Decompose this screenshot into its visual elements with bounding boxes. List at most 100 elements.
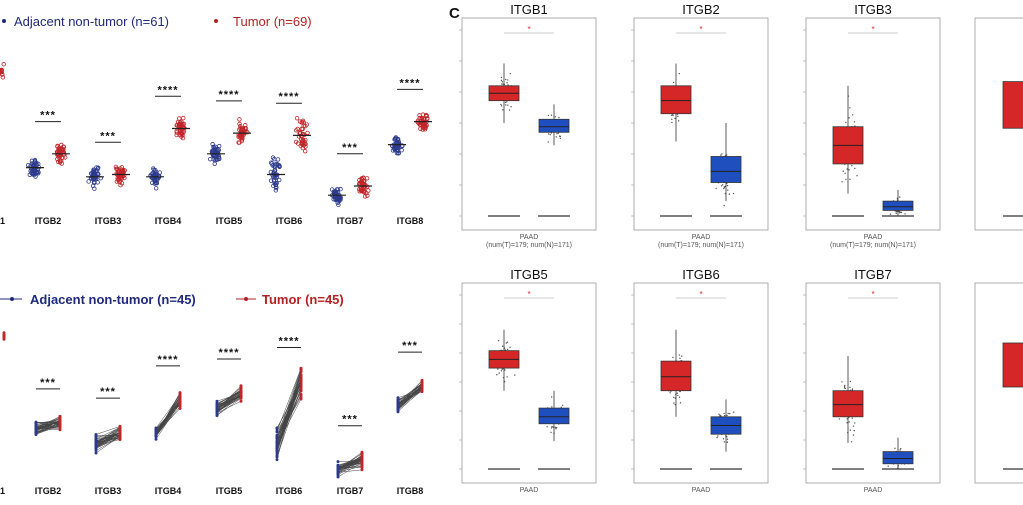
x-axis-label: PAAD	[864, 487, 883, 494]
point-tumor	[300, 380, 303, 383]
jitter-point-normal	[716, 437, 717, 438]
x-tick-label: ITGB4	[155, 486, 182, 496]
box-tumor-partial	[1003, 343, 1023, 387]
box-tumor-partial	[1003, 82, 1023, 129]
x-axis-sublabel: (num(T)=179; num(N)=171)	[486, 242, 572, 249]
boxplot-panel: ITGB6*PAAD	[631, 267, 768, 494]
boxplot-panel: ITGB5*PAAD	[459, 267, 596, 494]
pair-line	[156, 404, 180, 436]
jitter-point-normal	[722, 184, 723, 185]
boxplot-title: ITGB2	[682, 2, 720, 17]
jitter-point-normal	[556, 133, 557, 134]
jitter-point-normal	[551, 114, 552, 115]
jitter-point-tumor	[509, 109, 510, 110]
jitter-point-normal	[720, 154, 721, 155]
pair-line	[277, 380, 301, 445]
point-tumor	[361, 451, 364, 454]
jitter-point-tumor	[841, 381, 842, 382]
point-tumor	[303, 149, 307, 153]
legend-normal-bottom: Adjacent non-tumor (n=45)	[30, 292, 196, 307]
jitter-point-tumor	[681, 355, 682, 356]
x-tick-label: ITGB5	[216, 216, 243, 226]
jitter-point-normal	[729, 193, 730, 194]
point-tumor	[295, 116, 299, 120]
jitter-point-tumor	[510, 73, 511, 74]
jitter-point-tumor	[514, 374, 515, 375]
jitter-point-normal	[551, 396, 552, 397]
point-normal	[216, 403, 219, 406]
x-tick-label: ITGB2	[35, 486, 62, 496]
jitter-point-tumor	[507, 342, 508, 343]
jitter-point-normal	[558, 117, 559, 118]
significance-label: ***	[100, 386, 116, 398]
point-normal	[95, 441, 98, 444]
point-tumor	[119, 436, 122, 439]
jitter-point-normal	[899, 449, 900, 450]
point-tumor	[300, 387, 303, 390]
jitter-point-normal	[721, 185, 722, 186]
jitter-point-tumor	[505, 104, 506, 105]
jitter-point-normal	[724, 415, 725, 416]
jitter-point-tumor	[677, 395, 678, 396]
point-tumor	[361, 468, 364, 471]
point-normal	[35, 428, 38, 431]
pair-line	[398, 388, 422, 404]
point-normal	[276, 441, 279, 444]
significance-star: *	[699, 25, 702, 34]
pair-line	[156, 402, 180, 434]
box-tumor	[833, 391, 863, 417]
jitter-point-tumor	[498, 340, 499, 341]
jitter-point-normal	[727, 185, 728, 186]
box-normal	[883, 201, 913, 210]
point-normal	[337, 468, 340, 471]
jitter-point-tumor	[502, 346, 503, 347]
significance-label: ****	[278, 336, 299, 348]
jitter-point-tumor	[678, 120, 679, 121]
jitter-point-tumor	[502, 84, 503, 85]
point-normal	[276, 158, 280, 162]
jitter-point-tumor	[679, 397, 680, 398]
boxplot-frame	[806, 283, 940, 483]
jitter-point-normal	[888, 466, 889, 467]
jitter-point-tumor	[852, 114, 853, 115]
point-tumor	[179, 402, 182, 405]
box-normal	[711, 156, 741, 182]
point-tumor	[240, 400, 243, 403]
x-tick-label: ITGB2	[35, 216, 62, 226]
jitter-point-tumor	[677, 116, 678, 117]
pair-line	[277, 381, 301, 447]
significance-label: ****	[218, 89, 239, 101]
panel-c-boxplots: ITGB1*PAAD(num(T)=179; num(N)=171)ITGB2*…	[459, 2, 1023, 494]
significance-star: *	[527, 25, 530, 34]
point-tumor	[2, 62, 6, 66]
point-normal	[397, 403, 400, 406]
jitter-point-normal	[723, 188, 724, 189]
point-tumor	[300, 398, 303, 401]
jitter-point-tumor	[856, 175, 857, 176]
x-tick-label: ITGB7	[337, 486, 364, 496]
box-tumor	[661, 86, 691, 114]
jitter-point-tumor	[844, 385, 845, 386]
jitter-point-tumor	[501, 77, 502, 78]
jitter-point-tumor	[677, 393, 678, 394]
jitter-point-normal	[729, 413, 730, 414]
significance-label: ***	[342, 142, 358, 154]
point-tumor	[300, 367, 303, 370]
point-normal	[276, 430, 279, 433]
jitter-point-tumor	[841, 181, 842, 182]
point-normal	[337, 460, 340, 463]
jitter-point-normal	[896, 213, 897, 214]
legend-tumor-top: Tumor (n=69)	[233, 14, 312, 29]
jitter-point-normal	[555, 427, 556, 428]
jitter-point-normal	[715, 188, 716, 189]
jitter-point-normal	[723, 205, 724, 206]
jitter-point-tumor	[850, 381, 851, 382]
point-tumor	[119, 427, 122, 430]
point-normal	[277, 178, 281, 182]
jitter-point-tumor	[500, 104, 501, 105]
jitter-point-normal	[550, 134, 551, 135]
x-axis-sublabel: (num(T)=179; num(N)=171)	[830, 242, 916, 249]
boxplot-frame	[634, 283, 768, 483]
point-tumor	[179, 395, 182, 398]
jitter-point-normal	[894, 448, 895, 449]
